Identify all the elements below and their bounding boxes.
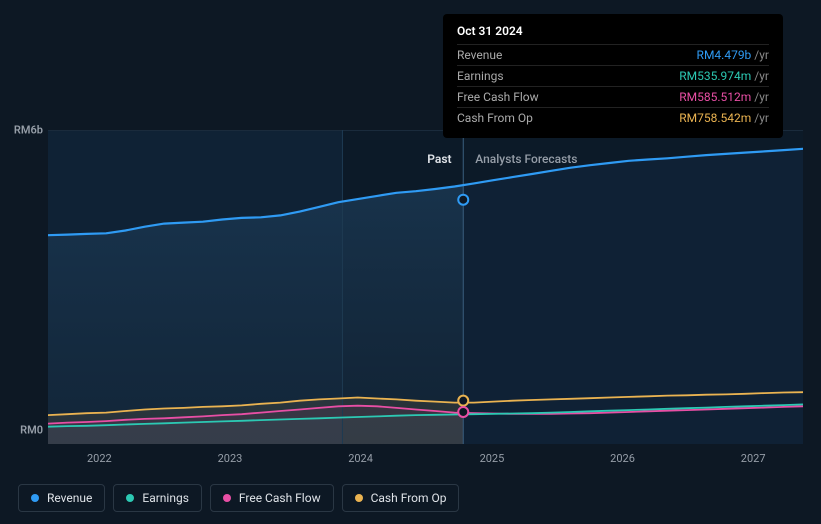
tooltip-metric-unit: /yr bbox=[754, 69, 769, 83]
chart-legend: Revenue Earnings Free Cash Flow Cash From O… bbox=[18, 484, 459, 512]
x-axis-label: 2024 bbox=[348, 452, 373, 465]
legend-item-earnings[interactable]: Earnings bbox=[113, 484, 202, 512]
tooltip-metric-value: RM4.479b bbox=[697, 48, 752, 62]
legend-dot-icon bbox=[31, 494, 39, 502]
legend-dot-icon bbox=[223, 494, 231, 502]
earnings-revenue-chart: RM6bRM0 Past Analysts Forecasts 20222023… bbox=[18, 130, 803, 444]
legend-item-cash-from-op[interactable]: Cash From Op bbox=[342, 484, 460, 512]
tooltip-date: Oct 31 2024 bbox=[457, 24, 769, 44]
x-axis: 2022 2023 2024 2025 2026 2027 bbox=[48, 452, 803, 472]
tooltip-row: Free Cash Flow RM585.512m/yr bbox=[457, 86, 769, 107]
x-axis-label: 2027 bbox=[741, 452, 766, 465]
tooltip-metric-value: RM535.974m bbox=[679, 69, 751, 83]
free-cash-flow-marker[interactable] bbox=[458, 407, 468, 417]
legend-item-revenue[interactable]: Revenue bbox=[18, 484, 105, 512]
tooltip-row: Revenue RM4.479b/yr bbox=[457, 44, 769, 65]
tooltip-metric-value: RM758.542m bbox=[679, 111, 751, 125]
legend-label: Earnings bbox=[142, 491, 189, 505]
x-axis-label: 2022 bbox=[87, 452, 112, 465]
tooltip-metric-label: Earnings bbox=[457, 69, 504, 83]
tooltip-metric-unit: /yr bbox=[754, 48, 769, 62]
y-axis-label: RM6b bbox=[14, 124, 43, 137]
y-axis-label: RM0 bbox=[20, 424, 43, 437]
legend-item-free-cash-flow[interactable]: Free Cash Flow bbox=[210, 484, 334, 512]
cash-from-op-marker[interactable] bbox=[458, 396, 468, 406]
chart-plot-area[interactable] bbox=[48, 130, 803, 444]
past-region-label: Past bbox=[427, 152, 451, 166]
chart-tooltip: Oct 31 2024 Revenue RM4.479b/yr Earnings RM… bbox=[443, 14, 783, 138]
tooltip-row: Earnings RM535.974m/yr bbox=[457, 65, 769, 86]
legend-label: Revenue bbox=[47, 491, 92, 505]
legend-label: Free Cash Flow bbox=[239, 491, 321, 505]
tooltip-metric-unit: /yr bbox=[754, 111, 769, 125]
tooltip-metric-label: Free Cash Flow bbox=[457, 90, 539, 104]
legend-label: Cash From Op bbox=[371, 491, 447, 505]
revenue-marker[interactable] bbox=[458, 195, 468, 205]
legend-dot-icon bbox=[355, 494, 363, 502]
tooltip-metric-value: RM585.512m bbox=[679, 90, 751, 104]
x-axis-label: 2023 bbox=[218, 452, 243, 465]
tooltip-metric-label: Cash From Op bbox=[457, 111, 533, 125]
tooltip-row: Cash From Op RM758.542m/yr bbox=[457, 107, 769, 128]
tooltip-metric-label: Revenue bbox=[457, 48, 502, 62]
x-axis-label: 2026 bbox=[610, 452, 635, 465]
tooltip-metric-unit: /yr bbox=[754, 90, 769, 104]
x-axis-label: 2025 bbox=[480, 452, 505, 465]
forecast-region-label: Analysts Forecasts bbox=[475, 152, 577, 166]
legend-dot-icon bbox=[126, 494, 134, 502]
